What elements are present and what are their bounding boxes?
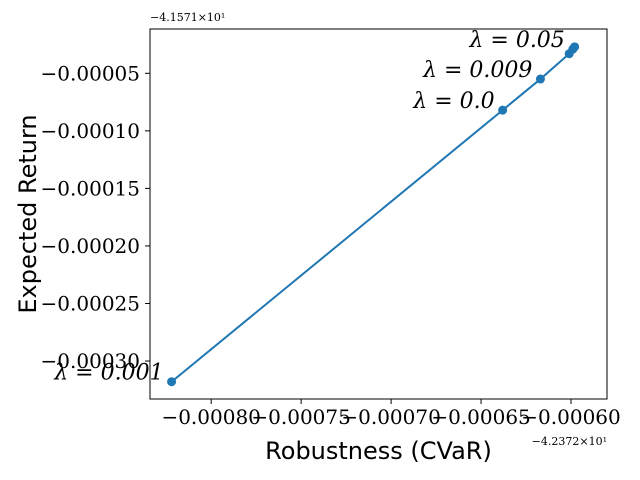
- point-annotation: λ = 0.001: [53, 361, 163, 386]
- y-tick-label: −0.00005: [41, 61, 140, 85]
- data-point: [570, 42, 580, 52]
- x-tick-label: −0.00070: [341, 405, 440, 429]
- x-tick-label: −0.00080: [161, 405, 260, 429]
- y-tick-label: −0.00030: [41, 349, 140, 373]
- point-annotation: λ = 0.009: [422, 58, 532, 83]
- data-point: [167, 377, 177, 387]
- axis-ticks: −0.00080−0.00075−0.00070−0.00065−0.00060…: [41, 61, 621, 429]
- y-tick-label: −0.00025: [41, 291, 140, 315]
- y-axis-label: Expected Return: [14, 114, 42, 313]
- point-annotation: λ = 0.0: [412, 89, 494, 114]
- y-tick-label: −0.00020: [41, 234, 140, 258]
- y-tick-label: −0.00015: [41, 176, 140, 200]
- x-offset-label: −4.2372×10¹: [532, 435, 607, 448]
- x-axis-label: Robustness (CVaR): [265, 437, 492, 465]
- axes-frame: [149, 28, 608, 400]
- point-annotation: λ = 0.05: [468, 28, 564, 53]
- data-point: [535, 74, 545, 84]
- x-tick-label: −0.00075: [251, 405, 350, 429]
- y-tick-label: −0.00010: [41, 119, 140, 143]
- plot-area: λ = 0.001 λ = 0.0 λ = 0.009 λ = 0.05: [53, 28, 580, 387]
- data-point: [498, 105, 508, 115]
- x-tick-label: −0.00060: [521, 405, 620, 429]
- y-offset-label: −4.1571×10¹: [150, 11, 225, 24]
- x-tick-label: −0.00065: [431, 405, 530, 429]
